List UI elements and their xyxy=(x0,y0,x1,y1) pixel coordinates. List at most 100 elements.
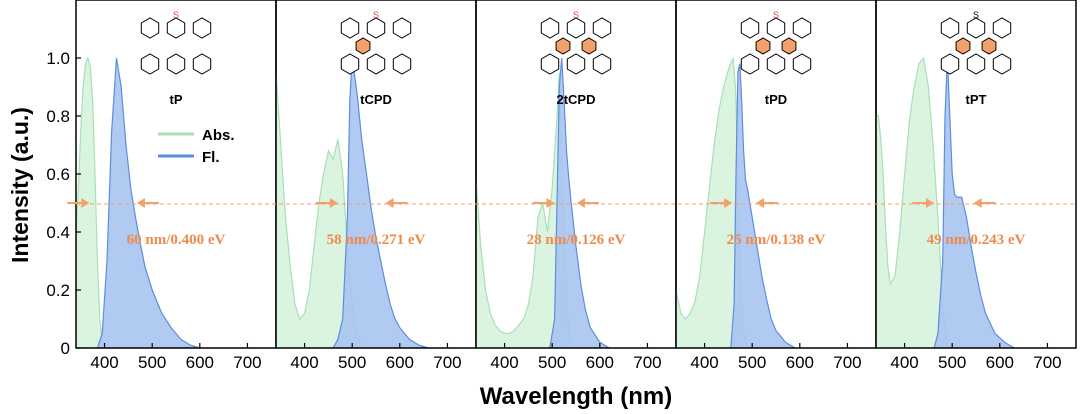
y-tick-label: 0.8 xyxy=(46,107,70,126)
ring-shape xyxy=(955,37,971,55)
ring-shape xyxy=(392,17,412,39)
x-tick-label: 600 xyxy=(386,353,414,372)
legend: Abs. Fl. xyxy=(158,127,235,166)
legend-fl-label: Fl. xyxy=(202,149,220,166)
y-tick-label: 0 xyxy=(61,339,70,358)
ring-shape xyxy=(966,17,986,39)
fwhm-label-tPD: 25 nm/0.138 eV xyxy=(727,232,826,248)
heteroatom-glyph: S xyxy=(573,10,579,20)
fwhm-arrow-right-head xyxy=(385,198,394,208)
molecule-label-tPT: tPT xyxy=(966,92,987,107)
ring-shape xyxy=(192,17,212,39)
panel-frame-tPT xyxy=(875,0,1077,349)
ring-shape xyxy=(992,17,1012,39)
fwhm-arrow-left-head xyxy=(81,198,90,208)
x-tick-label: 400 xyxy=(490,353,518,372)
fwhm-arrow-right-head xyxy=(973,198,982,208)
ring-shape xyxy=(555,37,571,55)
molecule-structure-2tCPD: S 2tCPD xyxy=(540,10,612,107)
x-tick-label: 500 xyxy=(938,353,966,372)
x-tick-label: 600 xyxy=(586,353,614,372)
y-axis-title: Intensity (a.u.) xyxy=(7,107,33,263)
ring-shape xyxy=(592,53,612,75)
y-tick-label: 1.0 xyxy=(46,49,70,68)
x-tick-label: 500 xyxy=(538,353,566,372)
overlays-group: 60 nm/0.400 eV 58 nm/0.271 eV 28 nm/0.126 … xyxy=(67,198,1026,248)
panel-tP: 400 500 600 700 0 0.2 0.4 0.6 0.8 1.0 StP xyxy=(46,0,277,372)
ring-shape xyxy=(755,37,771,55)
ring-shape xyxy=(166,17,186,39)
fwhm-label-tP: 60 nm/0.400 eV xyxy=(127,232,226,248)
x-tick-label: 700 xyxy=(433,353,461,372)
fluorescence-area-tPT xyxy=(933,57,1016,348)
heteroatom-glyph: S xyxy=(773,10,779,20)
molecule-structure-tP: StP xyxy=(140,10,212,107)
ring-shape xyxy=(981,37,997,55)
ring-shape xyxy=(540,53,560,75)
ring-shape xyxy=(340,17,360,39)
fwhm-label-2tCPD: 28 nm/0.126 eV xyxy=(527,232,626,248)
ring-shape xyxy=(392,53,412,75)
ring-shape xyxy=(940,17,960,39)
heteroatom-glyph: S xyxy=(373,10,379,20)
x-tick-label: 400 xyxy=(890,353,918,372)
molecule-label-tP: tP xyxy=(170,92,183,107)
ring-shape xyxy=(140,53,160,75)
ring-shape xyxy=(566,53,586,75)
ring-shape xyxy=(940,53,960,75)
ring-shape xyxy=(766,53,786,75)
ring-shape xyxy=(966,53,986,75)
ring-shape xyxy=(166,53,186,75)
x-tick-label: 700 xyxy=(633,353,661,372)
y-tick-label: 0.6 xyxy=(46,165,70,184)
ring-shape xyxy=(766,17,786,39)
fwhm-arrow-right-head xyxy=(576,198,585,208)
ring-shape xyxy=(740,17,760,39)
fwhm-arrow-right-head xyxy=(136,198,145,208)
molecule-label-2tCPD: 2tCPD xyxy=(556,92,595,107)
absorption-area-tPT xyxy=(876,56,949,348)
x-tick-label: 500 xyxy=(138,353,166,372)
heteroatom-glyph: S xyxy=(173,10,179,20)
x-tick-label: 500 xyxy=(738,353,766,372)
fwhm-arrow-left-head xyxy=(926,198,935,208)
x-tick-label: 600 xyxy=(186,353,214,372)
ring-shape xyxy=(566,17,586,39)
panels-group: 400 500 600 700 0 0.2 0.4 0.6 0.8 1.0 StP 400 500 600… xyxy=(46,0,1077,372)
fluorescence-area-tP xyxy=(96,57,200,348)
fwhm-label-tCPD: 58 nm/0.271 eV xyxy=(327,232,426,248)
x-tick-label: 600 xyxy=(986,353,1014,372)
ring-shape xyxy=(340,53,360,75)
ring-shape xyxy=(540,17,560,39)
ring-shape xyxy=(192,53,212,75)
x-tick-label: 400 xyxy=(690,353,718,372)
x-tick-label: 500 xyxy=(338,353,366,372)
ring-shape xyxy=(366,17,386,39)
ring-shape xyxy=(792,17,812,39)
x-tick-label: 700 xyxy=(1033,353,1061,372)
fwhm-arrow-left-head xyxy=(724,198,733,208)
ring-shape xyxy=(792,53,812,75)
y-tick-label: 0.4 xyxy=(46,223,70,242)
x-tick-label: 700 xyxy=(233,353,261,372)
x-tick-label: 600 xyxy=(786,353,814,372)
x-tick-label: 400 xyxy=(290,353,318,372)
molecule-label-tPD: tPD xyxy=(765,92,787,107)
fluorescence-area-tPD xyxy=(730,63,797,348)
x-tick-label: 400 xyxy=(90,353,118,372)
fwhm-arrow-left-head xyxy=(329,198,338,208)
panel-2tCPD: 400 500 600 700 S 2tCPD xyxy=(475,0,677,372)
fwhm-arrow-right-head xyxy=(756,198,764,208)
ring-shape xyxy=(740,53,760,75)
ring-shape xyxy=(140,17,160,39)
legend-abs-label: Abs. xyxy=(202,127,235,144)
y-tick-label: 0.2 xyxy=(46,281,70,300)
fluorescence-area-tCPD xyxy=(332,57,429,348)
